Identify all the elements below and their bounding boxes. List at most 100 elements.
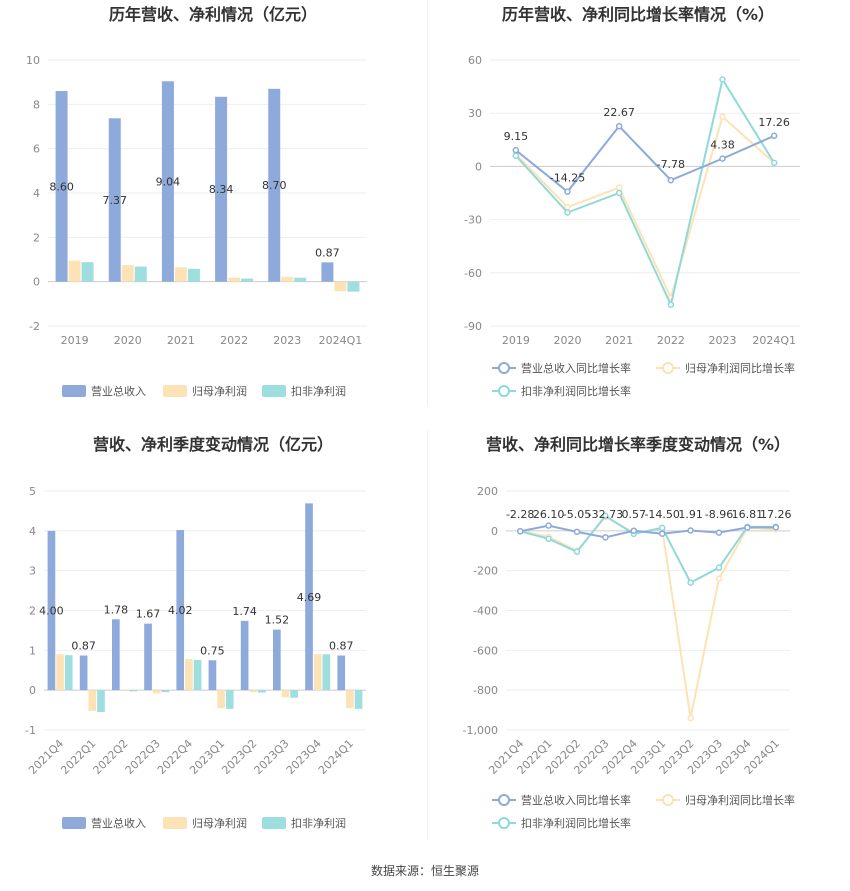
legend-label: 营业总收入同比增长率 — [521, 361, 631, 375]
data-point — [667, 301, 675, 308]
bar — [346, 690, 354, 709]
y-tick-label: -60 — [464, 267, 482, 280]
series-line — [515, 76, 776, 308]
bar — [112, 619, 120, 691]
divider — [427, 0, 428, 405]
y-tick-label: -1 — [25, 724, 36, 737]
x-tick-label: 2023 — [709, 334, 737, 347]
data-label: 0.75 — [200, 644, 225, 657]
y-tick-label: 0 — [475, 160, 482, 173]
data-point — [516, 528, 524, 535]
bar — [217, 690, 225, 709]
data-point — [602, 512, 609, 520]
data-point — [512, 152, 520, 160]
bar — [241, 278, 254, 282]
data-label: 1.91 — [678, 508, 703, 521]
data-label: 22.67 — [603, 106, 635, 119]
y-tick-label: 6 — [33, 143, 40, 156]
legend-marker — [498, 362, 510, 374]
bar — [258, 690, 266, 693]
data-label: -14.25 — [550, 172, 585, 185]
y-tick-label: -200 — [473, 565, 498, 578]
bar — [79, 655, 88, 691]
bar — [322, 654, 331, 691]
chart-annual-line: 历年营收、净利同比增长率情况（%） 60 30 0 -30 -60 -90 2019 2020 2… — [464, 5, 800, 398]
legend-swatch — [62, 385, 86, 397]
bar — [347, 281, 360, 292]
y-tick-label: 30 — [468, 107, 482, 120]
y-tick-label: -2 — [29, 320, 40, 333]
data-label: -8.96 — [705, 508, 733, 521]
legend-swatch — [62, 817, 86, 829]
data-label: 4.02 — [168, 604, 193, 617]
x-tick-label: 2023 — [273, 334, 301, 347]
x-tick-label: 2024Q1 — [319, 334, 363, 347]
data-label: 8.60 — [49, 180, 74, 193]
series-line — [515, 124, 775, 194]
data-label: -2.28 — [506, 508, 534, 521]
data-label: 4.69 — [297, 591, 322, 604]
legend-marker — [662, 794, 674, 806]
data-point — [615, 189, 623, 197]
bar — [334, 281, 347, 292]
legend-label: 营业总收入 — [91, 384, 146, 398]
bar — [88, 690, 97, 711]
data-point — [687, 527, 694, 534]
y-tick-label: 0 — [33, 276, 40, 289]
data-point — [719, 76, 726, 83]
bar — [161, 81, 174, 282]
data-point — [545, 535, 552, 543]
bar — [281, 276, 294, 282]
y-tick-label: -600 — [473, 644, 498, 657]
legend-marker — [498, 385, 510, 397]
bar — [313, 654, 322, 691]
data-point — [667, 176, 675, 184]
data-point — [687, 579, 694, 586]
series-line — [520, 524, 776, 539]
bar — [81, 262, 94, 282]
legend-label: 扣非净利润 — [291, 816, 346, 830]
chart-annual-bar: 历年营收、净利情况（亿元） 10 8 6 4 2 0 -2 2019 2020 2021 2022 20… — [26, 5, 367, 398]
bar — [228, 277, 241, 282]
x-tick-label: 2020 — [114, 334, 142, 347]
data-point — [687, 714, 694, 722]
divider — [427, 430, 428, 840]
chart-title: 历年营收、净利情况（亿元） — [109, 5, 317, 24]
bar — [215, 96, 228, 282]
data-point — [564, 188, 571, 195]
y-tick-label: 5 — [29, 485, 36, 498]
y-tick-label: 4 — [29, 525, 36, 538]
bar — [64, 655, 73, 691]
bar — [273, 629, 281, 691]
data-point — [719, 113, 726, 120]
x-tick-label: 2020 — [554, 334, 582, 347]
bar — [193, 659, 202, 691]
data-label: 26.10 — [533, 508, 565, 521]
data-label: 1.78 — [104, 603, 129, 616]
data-point — [573, 528, 581, 536]
legend-marker — [662, 362, 674, 374]
data-label: 0.87 — [71, 640, 96, 653]
data-label: 4.38 — [710, 139, 735, 152]
y-tick-label: 0 — [491, 525, 498, 538]
data-label: 1.74 — [232, 605, 257, 618]
legend-label: 归母净利润同比增长率 — [685, 793, 795, 807]
bar — [225, 690, 234, 709]
x-tick-label: 2019 — [502, 334, 530, 347]
bar — [354, 690, 363, 709]
bar — [161, 690, 170, 693]
bar — [176, 530, 185, 691]
legend-swatch — [163, 817, 187, 829]
bar — [174, 267, 187, 282]
bar — [240, 620, 249, 691]
chart-quarter-bar: 营收、净利季度变动情况（亿元）543210-12021Q42022Q12022Q… — [25, 435, 366, 830]
legend-swatch — [262, 385, 286, 397]
data-point — [658, 524, 666, 532]
data-point — [602, 534, 609, 541]
data-point — [770, 132, 778, 140]
bar — [185, 659, 193, 691]
bar — [129, 690, 137, 692]
data-label: -7.78 — [657, 158, 685, 171]
legend-label: 归母净利润 — [192, 816, 247, 830]
